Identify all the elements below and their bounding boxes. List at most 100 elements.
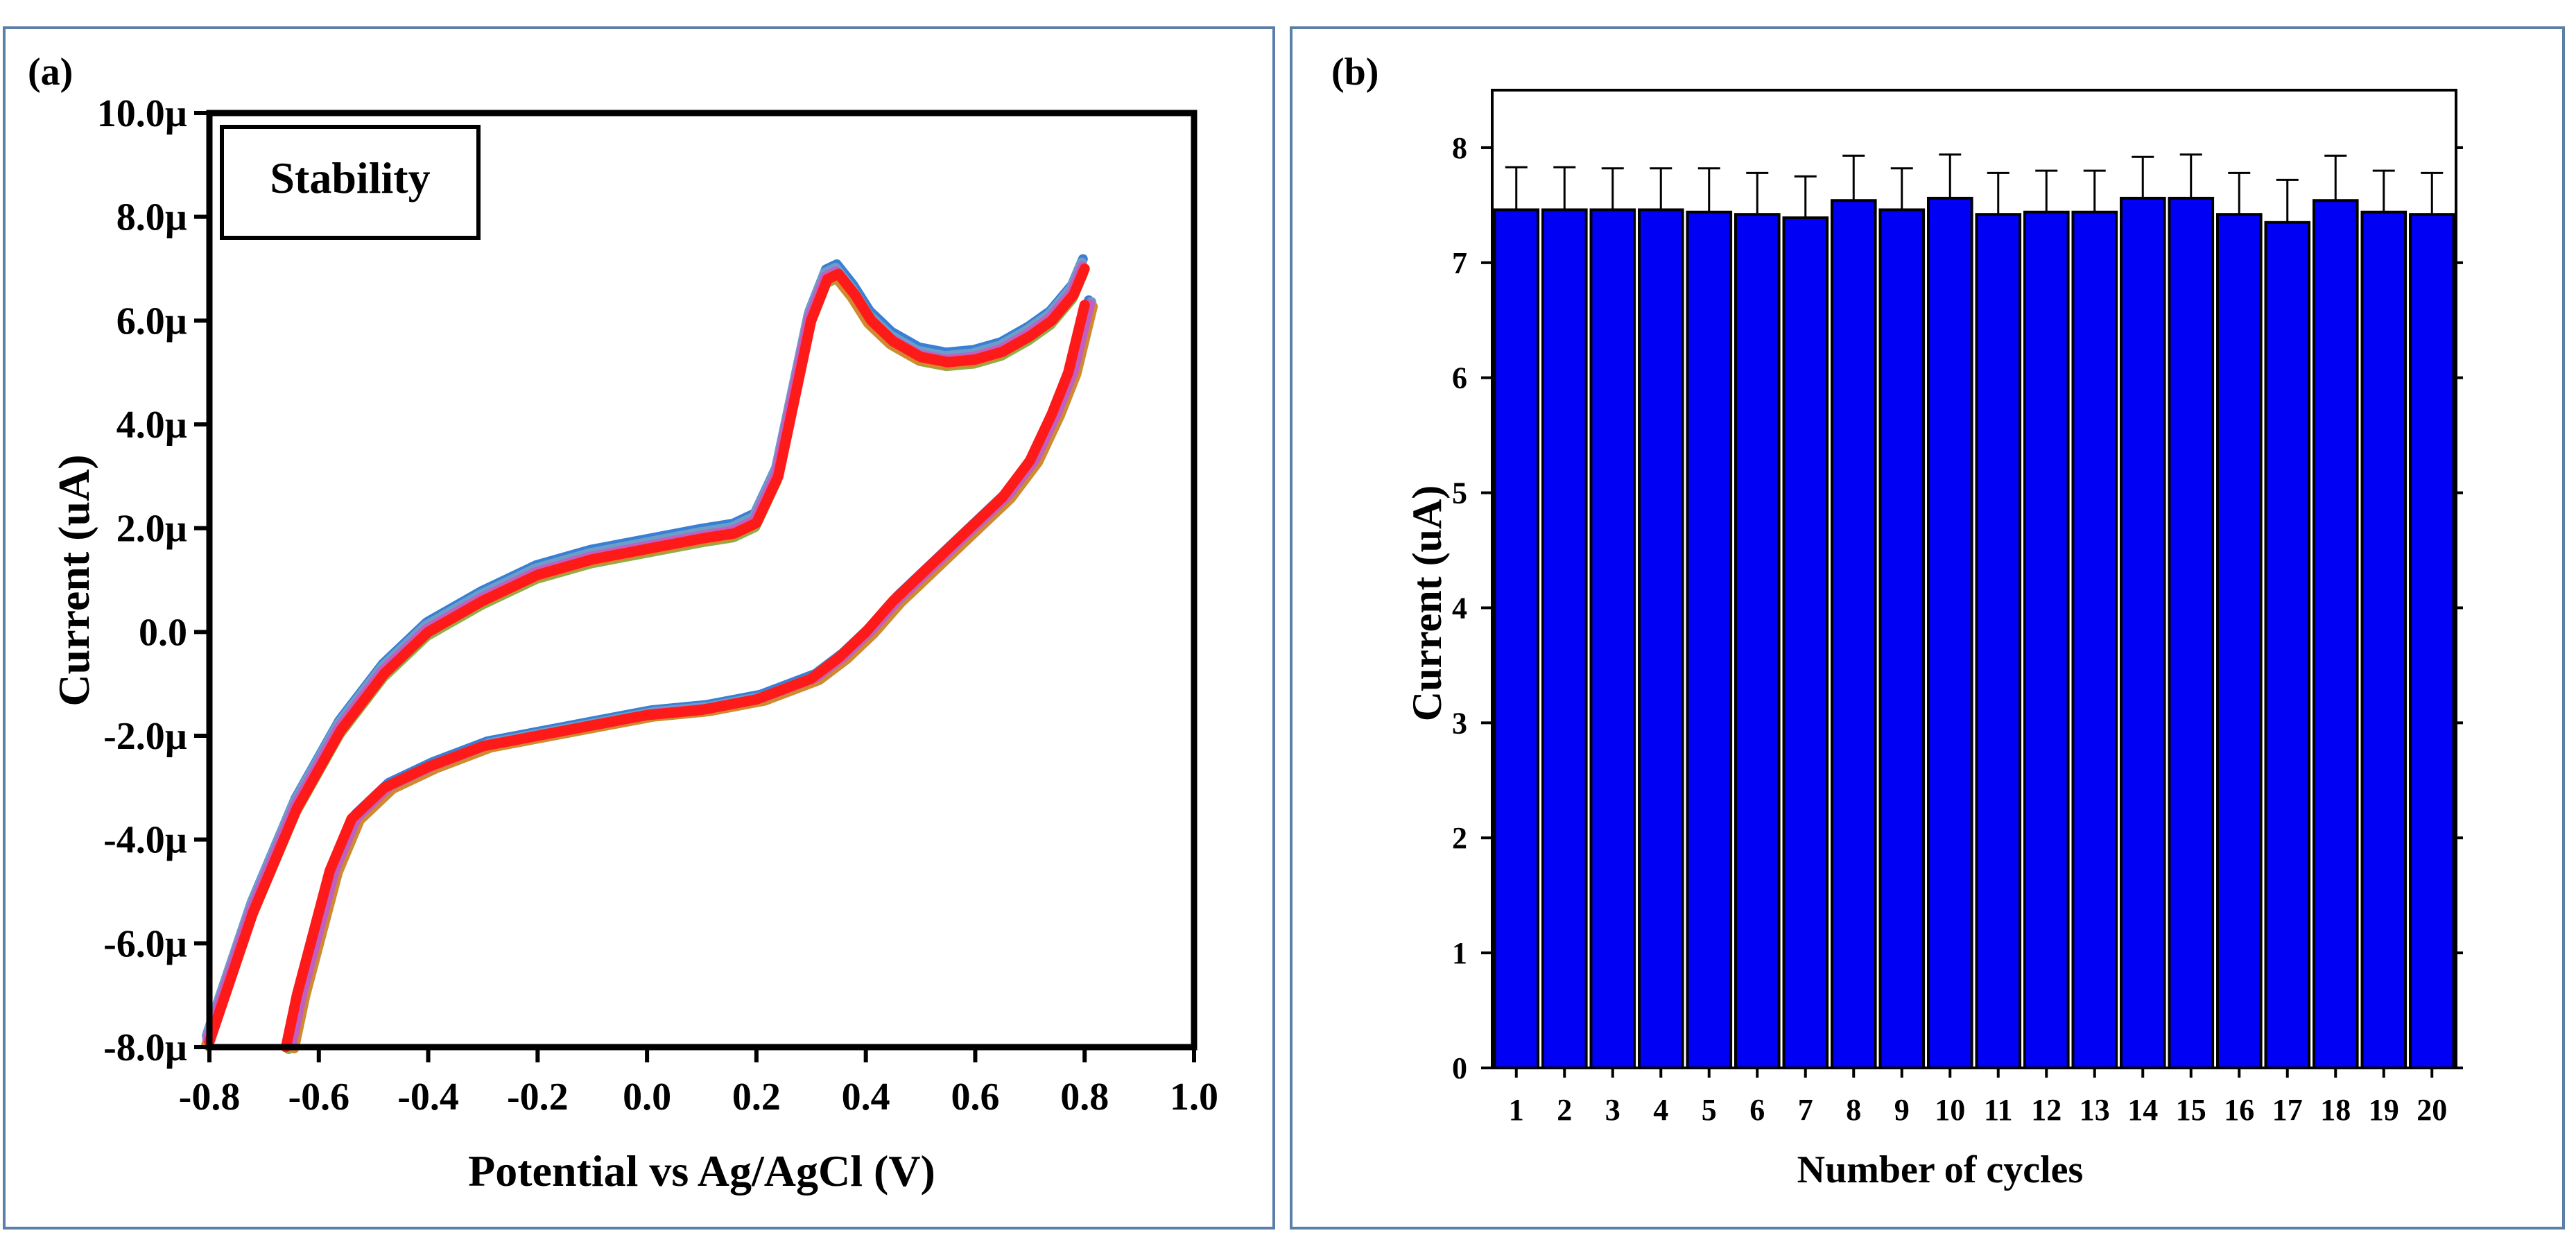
cv-cycle-lower-branch [288,297,1097,1049]
cv-cycle-lower-branch [284,302,1093,1054]
panel-b-label: (b) [1331,51,1378,94]
bar-cycle-7 [1782,216,1829,1070]
x-tick-label-b: 12 [2031,1093,2061,1127]
bar-cycle-5 [1686,210,1733,1069]
bar-cycle-15 [2168,196,2215,1069]
cv-cycle-upper-branch [202,254,1088,1037]
bar-cycle-12 [2023,210,2070,1069]
cv-curves [201,254,1098,1054]
x-tick-label-b: 13 [2080,1093,2110,1127]
y-tick-label-b: 8 [1452,131,1467,165]
bar-cycle-9 [1878,208,1926,1069]
x-tick-label-a: 0.4 [842,1076,890,1119]
bar-cycle-8 [1831,199,1877,1070]
x-tick-label-a: 0.8 [1060,1076,1109,1119]
bar-cycle-20 [2409,213,2455,1070]
legend-frame [220,125,481,240]
x-tick-label-b: 1 [1509,1093,1524,1127]
x-tick-label-b: 19 [2369,1093,2399,1127]
cv-cycle-upper-branch [201,266,1087,1050]
panel-a: (a) -0.8 -0.6 -0.4 -0.2 0.0 0.2 0.4 0.6 0.8 1.0 -8… [28,51,1218,1196]
plot-b-axes-box [1491,89,2457,1069]
y-tick-label-b: 4 [1452,591,1467,625]
bar-cycle-2 [1541,208,1588,1069]
plot-a-ticks: -0.8 -0.6 -0.4 -0.2 0.0 0.2 0.4 0.6 0.8 1.0 -8.0µ -… [97,92,1218,1119]
legend-box: Stability [220,125,481,240]
x-tick-label-b: 20 [2417,1093,2447,1127]
y-tick-label-b: 0 [1452,1051,1467,1085]
x-tick-label-a: -0.8 [179,1076,241,1119]
y-tick-label-a: 2.0µ [116,508,187,551]
panel-a-frame [3,26,1275,1230]
cv-upper-branch [204,264,1090,1047]
y-tick-label-a: 6.0µ [116,300,187,343]
x-tick-label-a: -0.2 [507,1076,569,1119]
bar-cycle-10 [1927,196,1973,1069]
y-tick-label-b: 1 [1452,936,1467,970]
bar-cycle-17 [2264,221,2311,1069]
panel-b-frame [1290,26,2565,1230]
x-tick-label-b: 6 [1749,1093,1765,1127]
y-tick-label-b: 2 [1452,821,1467,855]
plot-a-axes-box [206,110,1198,1051]
y-tick-label-a: 8.0µ [116,196,187,239]
x-tick-label-b: 3 [1605,1093,1620,1127]
bar-cycle-3 [1589,208,1636,1069]
y-tick-label-a: 10.0µ [97,92,187,135]
cv-cycle-lower-branch [289,301,1098,1053]
cv-cycle-upper-branch [202,261,1087,1044]
x-tick-label-b: 5 [1702,1093,1717,1127]
x-tick-label-b: 8 [1846,1093,1861,1127]
x-axis-label-b: Number of cycles [1797,1148,2084,1191]
y-tick-label-a: -6.0µ [103,922,187,965]
bar-cycle-4 [1638,208,1684,1069]
x-tick-label-b: 16 [2224,1093,2254,1127]
x-tick-label-a: 0.0 [623,1076,671,1119]
legend-text: Stability [270,153,430,202]
y-tick-label-b: 7 [1452,246,1467,280]
bar-cycle-1 [1493,208,1540,1069]
y-tick-label-b: 5 [1452,476,1467,510]
bar-cycle-14 [2120,196,2166,1069]
panel-b: (b) 1 2 3 4 5 6 7 8 9 10 11 12 13 14 15 16 17 18 19 2001234… [1331,51,2463,1191]
x-tick-label-a: -0.6 [288,1076,349,1119]
y-tick-label-a: -2.0µ [103,715,187,758]
x-tick-label-b: 14 [2127,1093,2158,1127]
y-tick-label-a: 0.0 [139,611,187,654]
y-tick-label-b: 3 [1452,706,1467,740]
x-tick-label-b: 10 [1935,1093,1965,1127]
x-tick-label-b: 18 [2320,1093,2351,1127]
x-tick-label-a: -0.4 [397,1076,459,1119]
bar-cycle-13 [2071,210,2118,1069]
y-tick-label-a: -8.0µ [103,1026,187,1069]
bar-cycle-16 [2216,213,2263,1070]
y-tick-label-a: -4.0µ [103,819,187,862]
x-tick-label-b: 7 [1798,1093,1813,1127]
cv-cycle-lower-branch [286,298,1096,1051]
x-tick-label-b: 15 [2176,1093,2206,1127]
bar-series [1493,153,2455,1070]
panel-a-label: (a) [28,51,73,94]
x-axis-label-a: Potential vs Ag/AgCl (V) [468,1146,935,1196]
cv-lower-branch [280,300,1090,1053]
x-tick-label-a: 0.6 [951,1076,999,1119]
bar-cycle-18 [2313,199,2359,1070]
x-tick-label-b: 2 [1557,1093,1572,1127]
x-tick-label-b: 11 [1984,1093,2013,1127]
x-tick-label-a: 1.0 [1170,1076,1218,1119]
y-axis-label-a: Current (uA) [49,454,98,706]
y-tick-label-b: 6 [1452,361,1467,395]
x-tick-label-b: 9 [1894,1093,1910,1127]
cv-cycle-upper-branch [202,257,1087,1041]
bar-cycle-19 [2360,210,2408,1069]
bar-cycle-11 [1975,213,2022,1070]
bar-cycle-6 [1734,213,1781,1070]
cv-cycle-upper-branch [203,268,1089,1051]
x-tick-label-a: 0.2 [732,1076,781,1119]
y-tick-label-a: 4.0µ [116,404,187,447]
x-tick-label-b: 17 [2272,1093,2303,1127]
x-tick-label-b: 4 [1653,1093,1668,1127]
y-axis-label-b: Current (uA) [1404,485,1450,722]
cv-cycle-lower-branch [285,295,1094,1047]
